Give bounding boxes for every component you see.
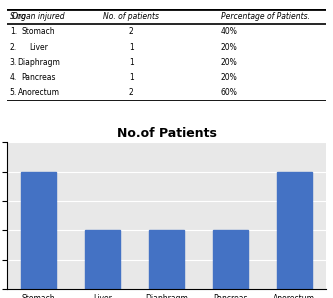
Text: 5.: 5. <box>10 89 17 97</box>
Text: Pancreas: Pancreas <box>21 73 56 82</box>
Text: 1: 1 <box>129 73 134 82</box>
Text: Liver: Liver <box>29 43 48 52</box>
Text: Organ injured: Organ injured <box>12 12 65 21</box>
Text: S.no: S.no <box>10 12 27 21</box>
Text: Percentage of Patients.: Percentage of Patients. <box>221 12 310 21</box>
Text: 1: 1 <box>129 58 134 67</box>
Bar <box>21 172 56 289</box>
Text: 2: 2 <box>129 27 134 36</box>
Bar <box>149 230 184 289</box>
Text: 4.: 4. <box>10 73 17 82</box>
Text: Stomach: Stomach <box>22 27 55 36</box>
Text: 20%: 20% <box>221 58 238 67</box>
Text: 1: 1 <box>129 43 134 52</box>
Bar <box>85 230 120 289</box>
Text: 3.: 3. <box>10 58 17 67</box>
Bar <box>213 230 248 289</box>
Text: 20%: 20% <box>221 43 238 52</box>
Text: 2: 2 <box>129 89 134 97</box>
Bar <box>277 172 312 289</box>
Text: No. of patients: No. of patients <box>103 12 159 21</box>
Text: 20%: 20% <box>221 73 238 82</box>
Text: 60%: 60% <box>221 89 238 97</box>
Text: Diaphragm: Diaphragm <box>17 58 60 67</box>
Text: 1.: 1. <box>10 27 17 36</box>
Text: 40%: 40% <box>221 27 238 36</box>
Title: No.of Patients: No.of Patients <box>117 127 216 140</box>
Text: Anorectum: Anorectum <box>18 89 60 97</box>
Text: 2.: 2. <box>10 43 17 52</box>
